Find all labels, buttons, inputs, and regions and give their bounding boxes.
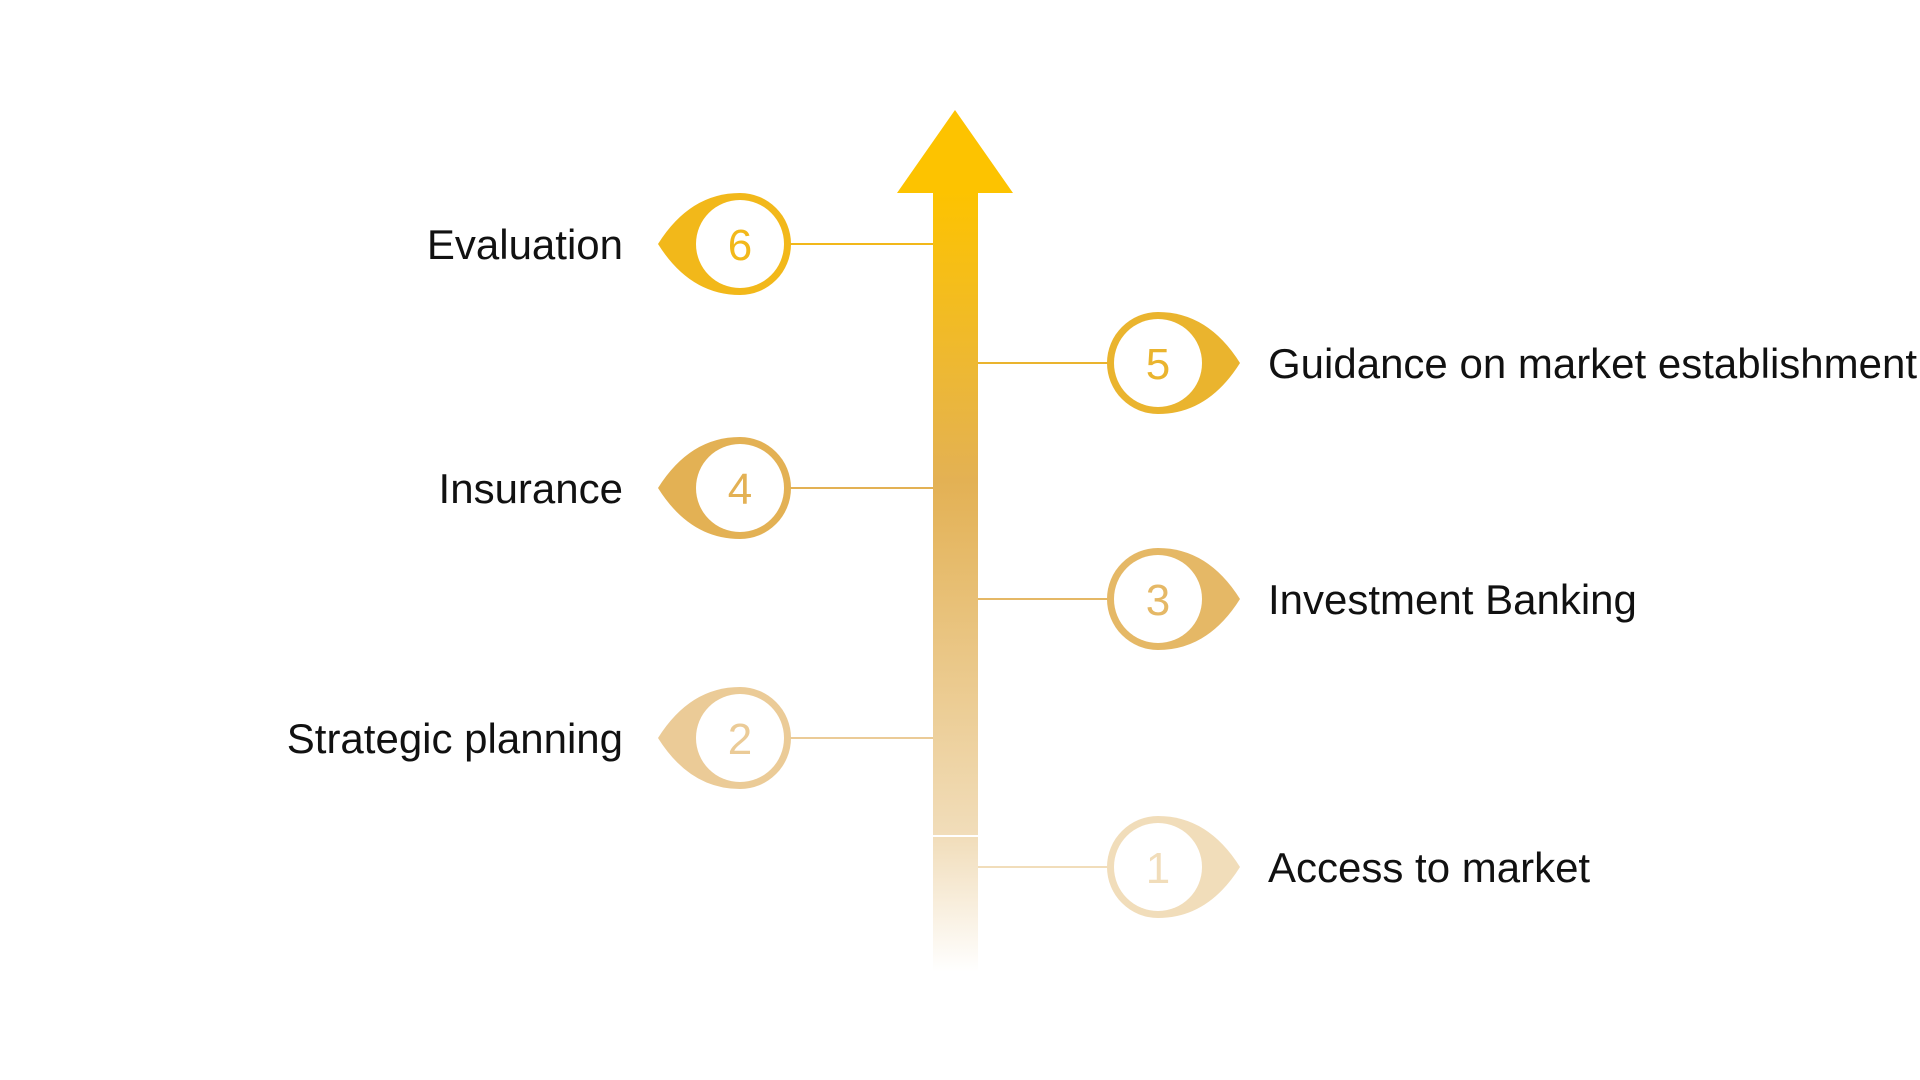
step-3: 3 Investment Banking [978, 548, 1637, 650]
step-badge [1114, 823, 1202, 911]
arrow-head [897, 110, 1013, 193]
step-badge [696, 200, 784, 288]
step-number: 6 [728, 221, 752, 270]
step-number: 4 [728, 465, 752, 514]
step-number: 2 [728, 715, 752, 764]
step-label: Access to market [1268, 844, 1590, 891]
step-4: 4 Insurance [439, 437, 933, 539]
step-label: Strategic planning [287, 715, 623, 762]
timeline-arrow [897, 110, 1013, 972]
step-6: 6 Evaluation [427, 193, 933, 295]
step-badge [1114, 319, 1202, 407]
step-label: Investment Banking [1268, 576, 1637, 623]
step-label: Insurance [439, 465, 623, 512]
step-badge [696, 444, 784, 532]
step-2: 2 Strategic planning [287, 687, 933, 789]
arrow-shaft [933, 192, 978, 835]
step-badge [1114, 555, 1202, 643]
step-label: Guidance on market establishment [1268, 340, 1917, 387]
step-5: 5 Guidance on market establishment [978, 312, 1917, 414]
step-number: 3 [1146, 576, 1170, 625]
step-1: 1 Access to market [978, 816, 1590, 918]
step-number: 5 [1146, 340, 1170, 389]
step-label: Evaluation [427, 221, 623, 268]
step-badge [696, 694, 784, 782]
arrow-shaft-fade [933, 837, 978, 972]
timeline-steps: 1 Access to market 2 Strategic planning 3 Inv… [287, 193, 1917, 918]
step-number: 1 [1146, 844, 1170, 893]
